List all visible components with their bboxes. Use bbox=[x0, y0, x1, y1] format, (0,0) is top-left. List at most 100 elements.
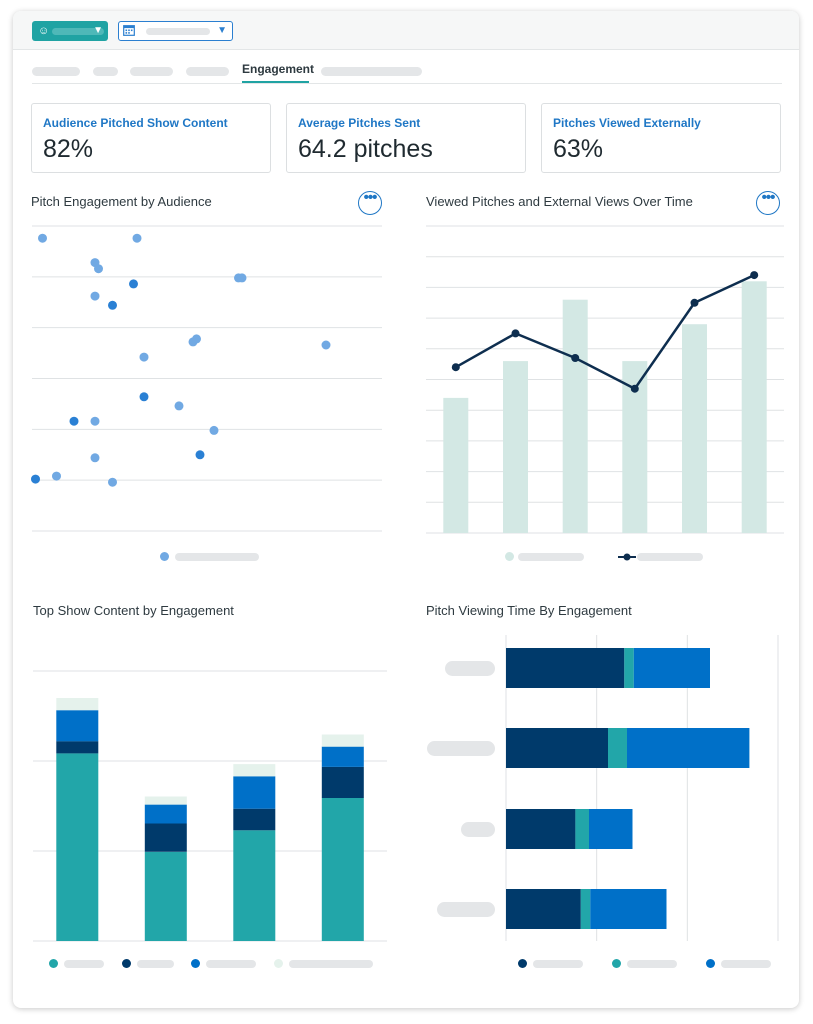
bar-segment bbox=[624, 648, 634, 688]
scatter-point bbox=[209, 425, 219, 435]
bar-segment bbox=[589, 809, 633, 849]
category-label-placeholder bbox=[437, 902, 495, 917]
category-label-placeholder bbox=[427, 741, 495, 756]
tab-placeholder[interactable] bbox=[32, 67, 80, 76]
legend-label-placeholder bbox=[206, 960, 256, 968]
stacked-bar-segment bbox=[144, 851, 187, 941]
people-icon: ☺ bbox=[38, 25, 50, 37]
bar-segment bbox=[506, 889, 581, 929]
stacked-bar-segment bbox=[144, 796, 187, 805]
chart-title: Pitch Viewing Time By Engagement bbox=[426, 603, 632, 618]
stacked-bar-segment bbox=[144, 823, 187, 852]
scatter-point bbox=[90, 453, 100, 463]
bar-segment bbox=[575, 809, 589, 849]
scatter-point bbox=[129, 279, 138, 289]
line-point bbox=[451, 363, 460, 372]
date-range-placeholder bbox=[146, 28, 210, 35]
kpi-label: Pitches Viewed Externally bbox=[553, 116, 701, 130]
calendar-icon bbox=[123, 25, 135, 36]
bar-segment bbox=[506, 809, 576, 849]
line-point bbox=[630, 384, 639, 393]
legend-label-placeholder bbox=[518, 553, 584, 561]
tab-placeholder[interactable] bbox=[93, 67, 118, 76]
bar-segment bbox=[590, 889, 667, 929]
scatter-point bbox=[94, 264, 103, 274]
scatter-point bbox=[108, 300, 117, 310]
chart-title: Top Show Content by Engagement bbox=[33, 603, 234, 618]
dashboard-frame: ☺ ▼ ▼ Engagement Audience Pitc bbox=[13, 11, 799, 1008]
kpi-label: Audience Pitched Show Content bbox=[43, 116, 228, 130]
kpi-value: 82% bbox=[43, 135, 94, 163]
bar bbox=[562, 299, 588, 533]
scatter-point bbox=[139, 352, 149, 362]
stacked-bar-segment bbox=[56, 753, 99, 941]
bar bbox=[741, 281, 767, 533]
kpi-card: Average Pitches Sent 64.2 pitches bbox=[286, 103, 526, 173]
tab-placeholder[interactable] bbox=[186, 67, 229, 76]
legend-label-placeholder bbox=[627, 960, 677, 968]
scatter-point bbox=[132, 233, 142, 243]
scatter-point bbox=[31, 474, 40, 484]
scatter-point bbox=[69, 416, 79, 426]
legend-swatch bbox=[122, 959, 131, 968]
legend-line-swatch bbox=[618, 553, 636, 561]
legend-swatch bbox=[274, 959, 283, 968]
legend-swatch bbox=[706, 959, 715, 968]
chevron-down-icon: ▼ bbox=[217, 25, 227, 36]
stacked-bar-segment bbox=[233, 764, 276, 777]
tab-engagement[interactable]: Engagement bbox=[242, 62, 315, 76]
kpi-card: Pitches Viewed Externally 63% bbox=[541, 103, 781, 173]
legend-label-placeholder bbox=[64, 960, 104, 968]
line-point bbox=[511, 329, 520, 338]
scatter-point bbox=[195, 450, 205, 460]
bar-segment bbox=[627, 728, 750, 768]
scatter-point bbox=[139, 392, 149, 402]
legend-swatch bbox=[49, 959, 58, 968]
legend-swatch bbox=[518, 959, 527, 968]
chart-title: Viewed Pitches and External Views Over T… bbox=[426, 194, 693, 209]
category-label-placeholder bbox=[461, 822, 495, 837]
tab-placeholder[interactable] bbox=[321, 67, 422, 76]
bar-segment bbox=[506, 728, 608, 768]
kpi-value: 64.2 pitches bbox=[298, 135, 433, 163]
scatter-point bbox=[192, 334, 201, 344]
audience-filter-placeholder bbox=[52, 28, 104, 35]
filter-toolbar: ☺ ▼ ▼ bbox=[13, 11, 799, 50]
bar-segment bbox=[608, 728, 627, 768]
audience-filter-dropdown[interactable]: ☺ ▼ bbox=[32, 21, 108, 41]
more-options-button[interactable]: ••• bbox=[756, 190, 780, 215]
bar bbox=[443, 397, 469, 533]
legend-swatch bbox=[191, 959, 200, 968]
stacked-bar-segment bbox=[321, 746, 364, 767]
legend-label-placeholder bbox=[721, 960, 771, 968]
line-point bbox=[690, 298, 699, 307]
legend-swatch bbox=[505, 552, 514, 561]
category-label-placeholder bbox=[445, 661, 495, 676]
scatter-point bbox=[237, 273, 247, 283]
stacked-bar-segment bbox=[56, 710, 99, 742]
legend-label-placeholder bbox=[137, 960, 174, 968]
stacked-bar-segment bbox=[56, 741, 99, 754]
bar-segment bbox=[506, 648, 625, 688]
stacked-bar-segment bbox=[144, 804, 187, 824]
more-horizontal-icon: ••• bbox=[363, 189, 378, 206]
scatter-point bbox=[90, 291, 100, 301]
stacked-bar-segment bbox=[233, 776, 276, 809]
kpi-label: Average Pitches Sent bbox=[298, 116, 421, 130]
scatter-point bbox=[174, 401, 184, 411]
bar bbox=[682, 324, 707, 533]
stacked-bar-segment bbox=[56, 698, 99, 711]
kpi-card: Audience Pitched Show Content 82% bbox=[31, 103, 271, 173]
line-point bbox=[571, 354, 580, 362]
more-options-button[interactable]: ••• bbox=[358, 189, 382, 215]
bar-segment bbox=[580, 889, 591, 929]
stacked-bar-segment bbox=[233, 830, 276, 941]
line-point bbox=[750, 271, 759, 280]
bar-segment bbox=[633, 648, 710, 688]
date-range-dropdown[interactable]: ▼ bbox=[118, 21, 233, 41]
tab-placeholder[interactable] bbox=[130, 67, 173, 76]
tab-bar: Engagement bbox=[32, 61, 782, 84]
legend-swatch bbox=[160, 552, 169, 561]
charts-canvas bbox=[31, 225, 784, 942]
kpi-value: 63% bbox=[553, 135, 604, 163]
